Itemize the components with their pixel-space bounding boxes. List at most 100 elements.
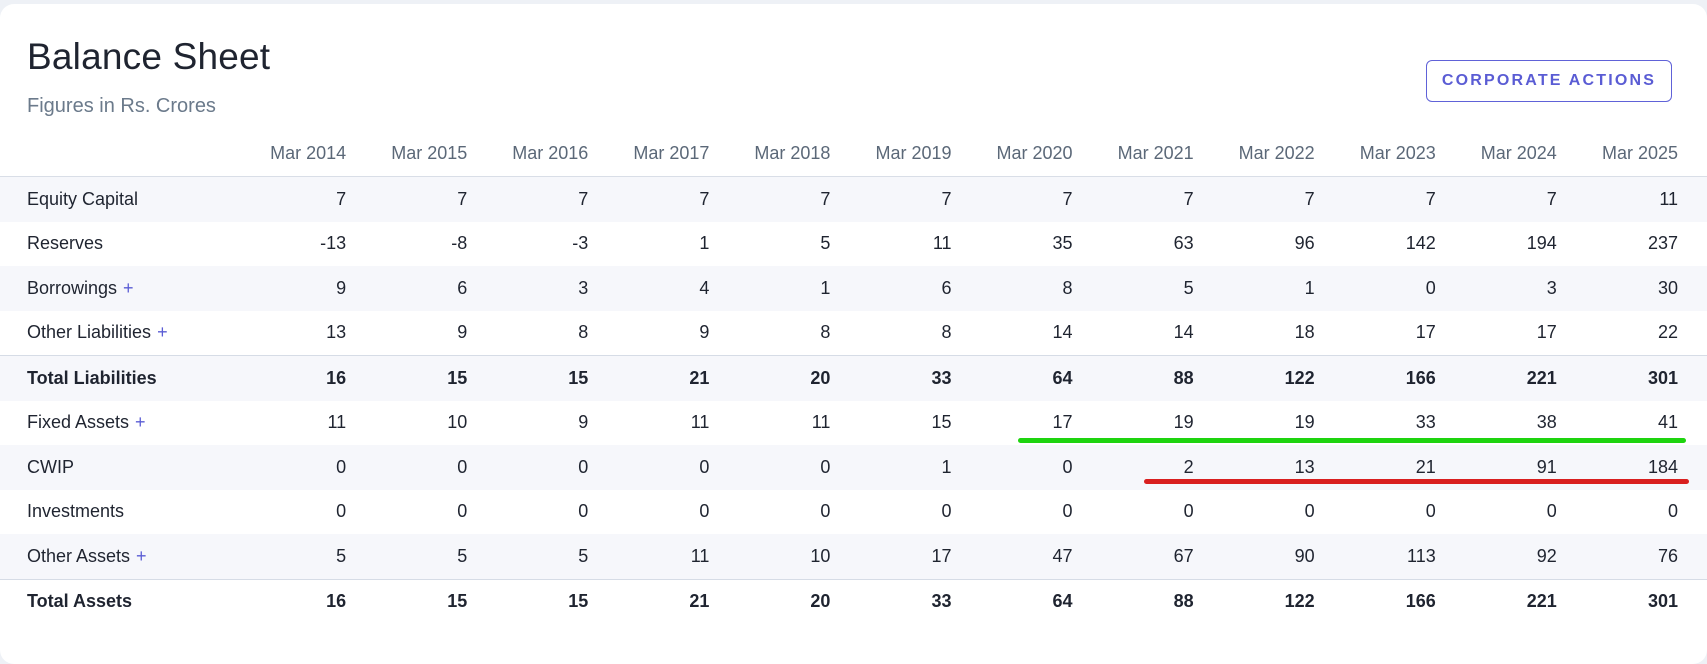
value-cell: 20: [709, 578, 831, 624]
value-cell: 15: [346, 578, 468, 624]
value-cell: 10: [709, 534, 831, 579]
value-cell: 3: [467, 266, 589, 311]
value-cell: 301: [1556, 355, 1707, 401]
value-cell: 88: [1072, 355, 1194, 401]
value-cell: 9: [225, 266, 347, 311]
value-cell: 5: [225, 534, 347, 579]
value-cell: -3: [572, 233, 589, 254]
value-cell: 16: [225, 355, 347, 401]
value-cell: 10: [447, 412, 468, 433]
value-cell: 0: [1546, 501, 1557, 522]
value-cell: 122: [1193, 578, 1315, 624]
value-cell: 21: [588, 578, 710, 624]
value-cell: 7: [830, 176, 952, 222]
row-label: Total Liabilities: [27, 367, 157, 388]
row-label: Fixed Assets: [27, 412, 130, 433]
value-cell: 21: [588, 355, 710, 401]
value-cell: 7: [1435, 176, 1557, 222]
expand-plus-icon[interactable]: +: [157, 322, 168, 343]
value-cell: 19: [1173, 412, 1194, 433]
value-cell: 7: [709, 176, 831, 222]
value-cell: 15: [931, 412, 952, 433]
value-cell: 237: [1647, 233, 1678, 254]
column-header: Mar 2018: [709, 130, 831, 177]
red-highlight-underline: [1144, 479, 1689, 484]
row-label: Investments: [27, 501, 125, 522]
expand-plus-icon[interactable]: +: [136, 545, 147, 566]
expand-plus-icon[interactable]: +: [123, 277, 134, 298]
value-cell: 0: [1425, 501, 1436, 522]
green-highlight-underline: [1018, 438, 1686, 443]
value-cell: 0: [346, 445, 468, 490]
value-cell: 17: [1536, 322, 1557, 343]
table-body: Equity Capital 7 7 7 7 7 7 7 7 7 7 7 11 Reserves -13 -8…: [0, 176, 1707, 624]
value-cell: 6: [346, 266, 468, 311]
table-row: Equity Capital 7 7 7 7 7 7 7 7 7 7 7 11: [0, 176, 1707, 222]
value-cell: 17: [1052, 412, 1073, 433]
value-cell: 9: [699, 322, 710, 343]
value-cell: 4: [588, 266, 710, 311]
value-cell: 0: [951, 445, 1073, 490]
value-cell: 0: [1062, 501, 1073, 522]
value-cell: 17: [1415, 322, 1436, 343]
value-cell: 9: [457, 322, 468, 343]
value-cell: 7: [588, 176, 710, 222]
column-header: Mar 2023: [1314, 130, 1436, 177]
value-cell: 35: [1052, 233, 1073, 254]
value-cell: 5: [346, 534, 468, 579]
column-header: Mar 2019: [830, 130, 952, 177]
table-row: Total Assets 16 15 15 21 20 33 64 88 122 166 221 301: [0, 578, 1707, 624]
row-label-cell[interactable]: Fixed Assets +: [0, 401, 225, 446]
value-cell: 19: [1294, 412, 1315, 433]
value-cell: 7: [951, 176, 1073, 222]
value-cell: 1: [830, 445, 952, 490]
table-row[interactable]: Fixed Assets +11 10 9 11 11 15 17 19 19 33 38 41: [0, 401, 1707, 446]
table-row: Total Liabilities 16 15 15 21 20 33 64 88 122 166 2…: [0, 355, 1707, 401]
value-cell: -13: [320, 233, 347, 254]
value-cell: 6: [830, 266, 952, 311]
value-cell: 5: [820, 233, 831, 254]
value-cell: 16: [225, 578, 347, 624]
value-cell: 64: [951, 578, 1073, 624]
value-cell: 22: [1657, 322, 1678, 343]
value-cell: 38: [1536, 412, 1557, 433]
expand-plus-icon[interactable]: +: [135, 412, 146, 433]
header-label-cell: [0, 130, 226, 177]
value-cell: 11: [932, 233, 952, 254]
value-cell: 11: [327, 412, 347, 433]
row-label: CWIP: [27, 456, 74, 477]
value-cell: 221: [1435, 578, 1557, 624]
value-cell: 1: [1193, 266, 1315, 311]
value-cell: 0: [225, 445, 347, 490]
row-label: Other Liabilities: [27, 322, 152, 343]
column-header: Mar 2015: [346, 130, 468, 177]
value-cell: 221: [1435, 355, 1557, 401]
row-label-cell[interactable]: Other Assets +: [0, 534, 226, 579]
value-cell: 30: [1556, 266, 1707, 311]
value-cell: 47: [951, 534, 1073, 579]
value-cell: 5: [1072, 266, 1194, 311]
row-label: Other Assets: [27, 545, 131, 566]
row-label-cell[interactable]: Borrowings +: [0, 266, 226, 311]
value-cell: 3: [1435, 266, 1557, 311]
value-cell: 76: [1556, 534, 1707, 579]
value-cell: 18: [1294, 322, 1315, 343]
corporate-actions-button[interactable]: CORPORATE ACTIONS: [1426, 60, 1672, 102]
table-row: Reserves -13 -8 -3 1 5 11 35 63 96 142 194 237: [0, 222, 1707, 267]
value-cell: 0: [709, 445, 831, 490]
table-row[interactable]: Other Assets +5 5 5 11 10 17 47 67 90 113 92 76: [0, 534, 1707, 579]
value-cell: 0: [1314, 266, 1436, 311]
value-cell: -8: [451, 233, 468, 254]
value-cell: 92: [1435, 534, 1557, 579]
value-cell: 20: [709, 355, 831, 401]
value-cell: 11: [1556, 176, 1707, 222]
table-row[interactable]: Other Liabilities +13 9 8 9 8 8 14 14 18 17 17 22: [0, 311, 1707, 356]
row-label-cell: CWIP: [0, 445, 226, 490]
value-cell: 0: [1667, 501, 1678, 522]
table-row[interactable]: Borrowings +9 6 3 4 1 6 8 5 1 0 3 30: [0, 266, 1707, 311]
value-cell: 17: [830, 534, 952, 579]
value-cell: 96: [1294, 233, 1315, 254]
value-cell: 0: [820, 501, 831, 522]
row-label-cell[interactable]: Other Liabilities +: [0, 311, 225, 356]
value-cell: 301: [1556, 578, 1707, 624]
